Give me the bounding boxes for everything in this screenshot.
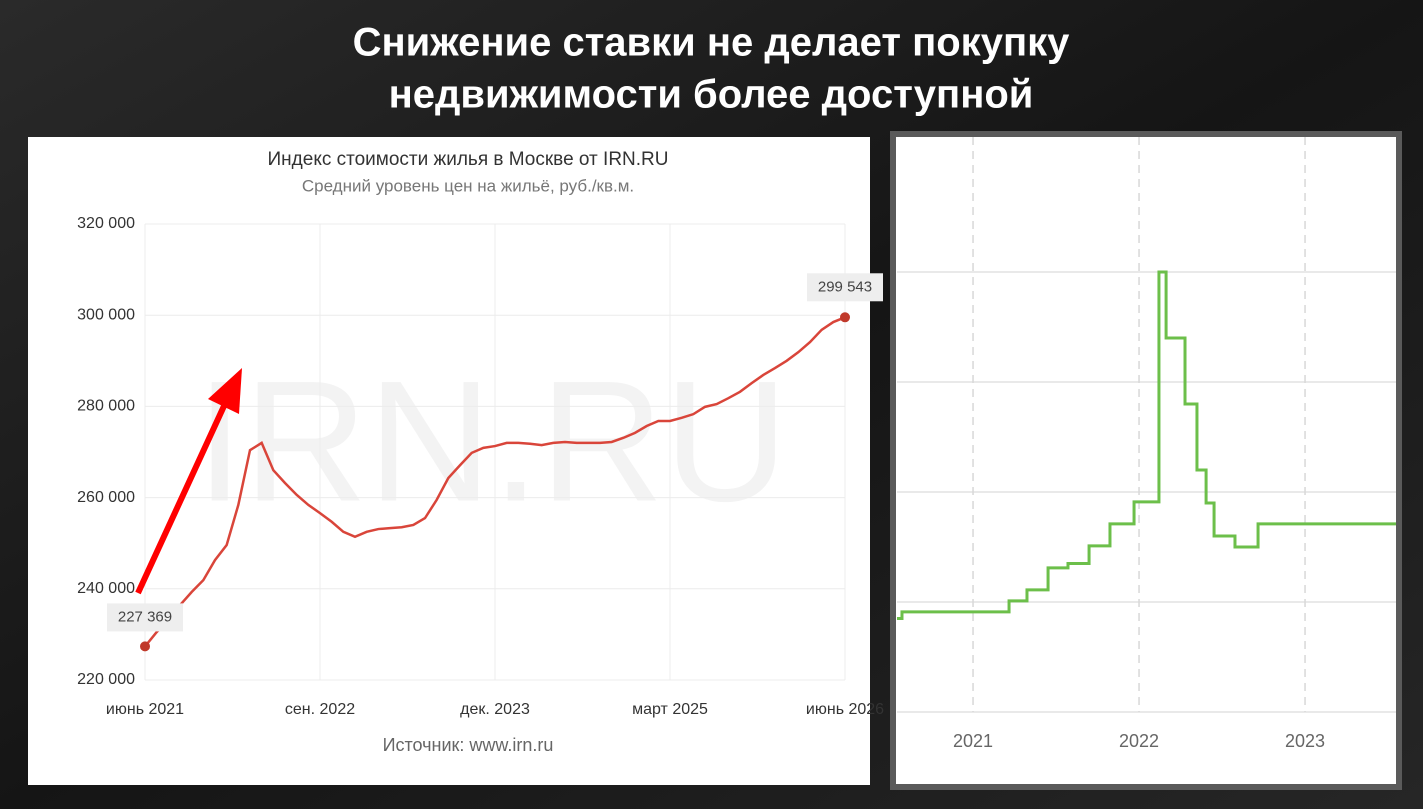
watermark: IRN.RU bbox=[196, 345, 788, 537]
y-tick-label: 260 000 bbox=[77, 489, 135, 506]
x-tick-label: 2023 bbox=[1285, 731, 1325, 751]
point bbox=[840, 312, 850, 323]
point bbox=[140, 641, 150, 652]
arrow bbox=[135, 368, 242, 595]
x-tick-label: июнь 2021 bbox=[106, 701, 184, 718]
slide-title: недвижимости более доступной bbox=[389, 73, 1034, 117]
x-tick-label: 2021 bbox=[953, 731, 993, 751]
x-tick-label: 2022 bbox=[1119, 731, 1159, 751]
y-tick-label: 220 000 bbox=[77, 671, 135, 688]
x-tick-label: июнь 2026 bbox=[806, 701, 884, 718]
line bbox=[144, 316, 846, 648]
value-label: 227 369 bbox=[118, 608, 172, 625]
chart-subtitle: Средний уровень цен на жильё, руб./кв.м. bbox=[302, 176, 634, 195]
x-tick-label: сен. 2022 bbox=[285, 701, 355, 718]
x-tick-label: март 2025 bbox=[632, 701, 708, 718]
y-tick-label: 240 000 bbox=[77, 580, 135, 597]
left-panel bbox=[28, 137, 870, 785]
y-tick-label: 300 000 bbox=[77, 306, 135, 323]
y-tick-label: 320 000 bbox=[77, 215, 135, 232]
source: Источник: www.irn.ru bbox=[383, 735, 554, 755]
left-chart: Индекс стоимости жилья в Москве от IRN.R… bbox=[77, 149, 884, 755]
right-panel bbox=[890, 131, 1402, 790]
value-label-bg bbox=[107, 603, 183, 632]
slide-title: Снижение ставки не делает покупку bbox=[353, 21, 1070, 65]
right-chart: 2021 2022 2023 bbox=[897, 137, 1396, 751]
x-tick-label: дек. 2023 bbox=[460, 701, 530, 718]
value-label-bg bbox=[807, 273, 883, 302]
chart-title: Индекс стоимости жилья в Москве от IRN.R… bbox=[268, 149, 669, 170]
arrow-shaft bbox=[135, 404, 227, 595]
arrow-head bbox=[208, 368, 242, 414]
step-line bbox=[897, 270, 1396, 620]
y-tick-label: 280 000 bbox=[77, 398, 135, 415]
value-label: 299 543 bbox=[818, 278, 872, 295]
